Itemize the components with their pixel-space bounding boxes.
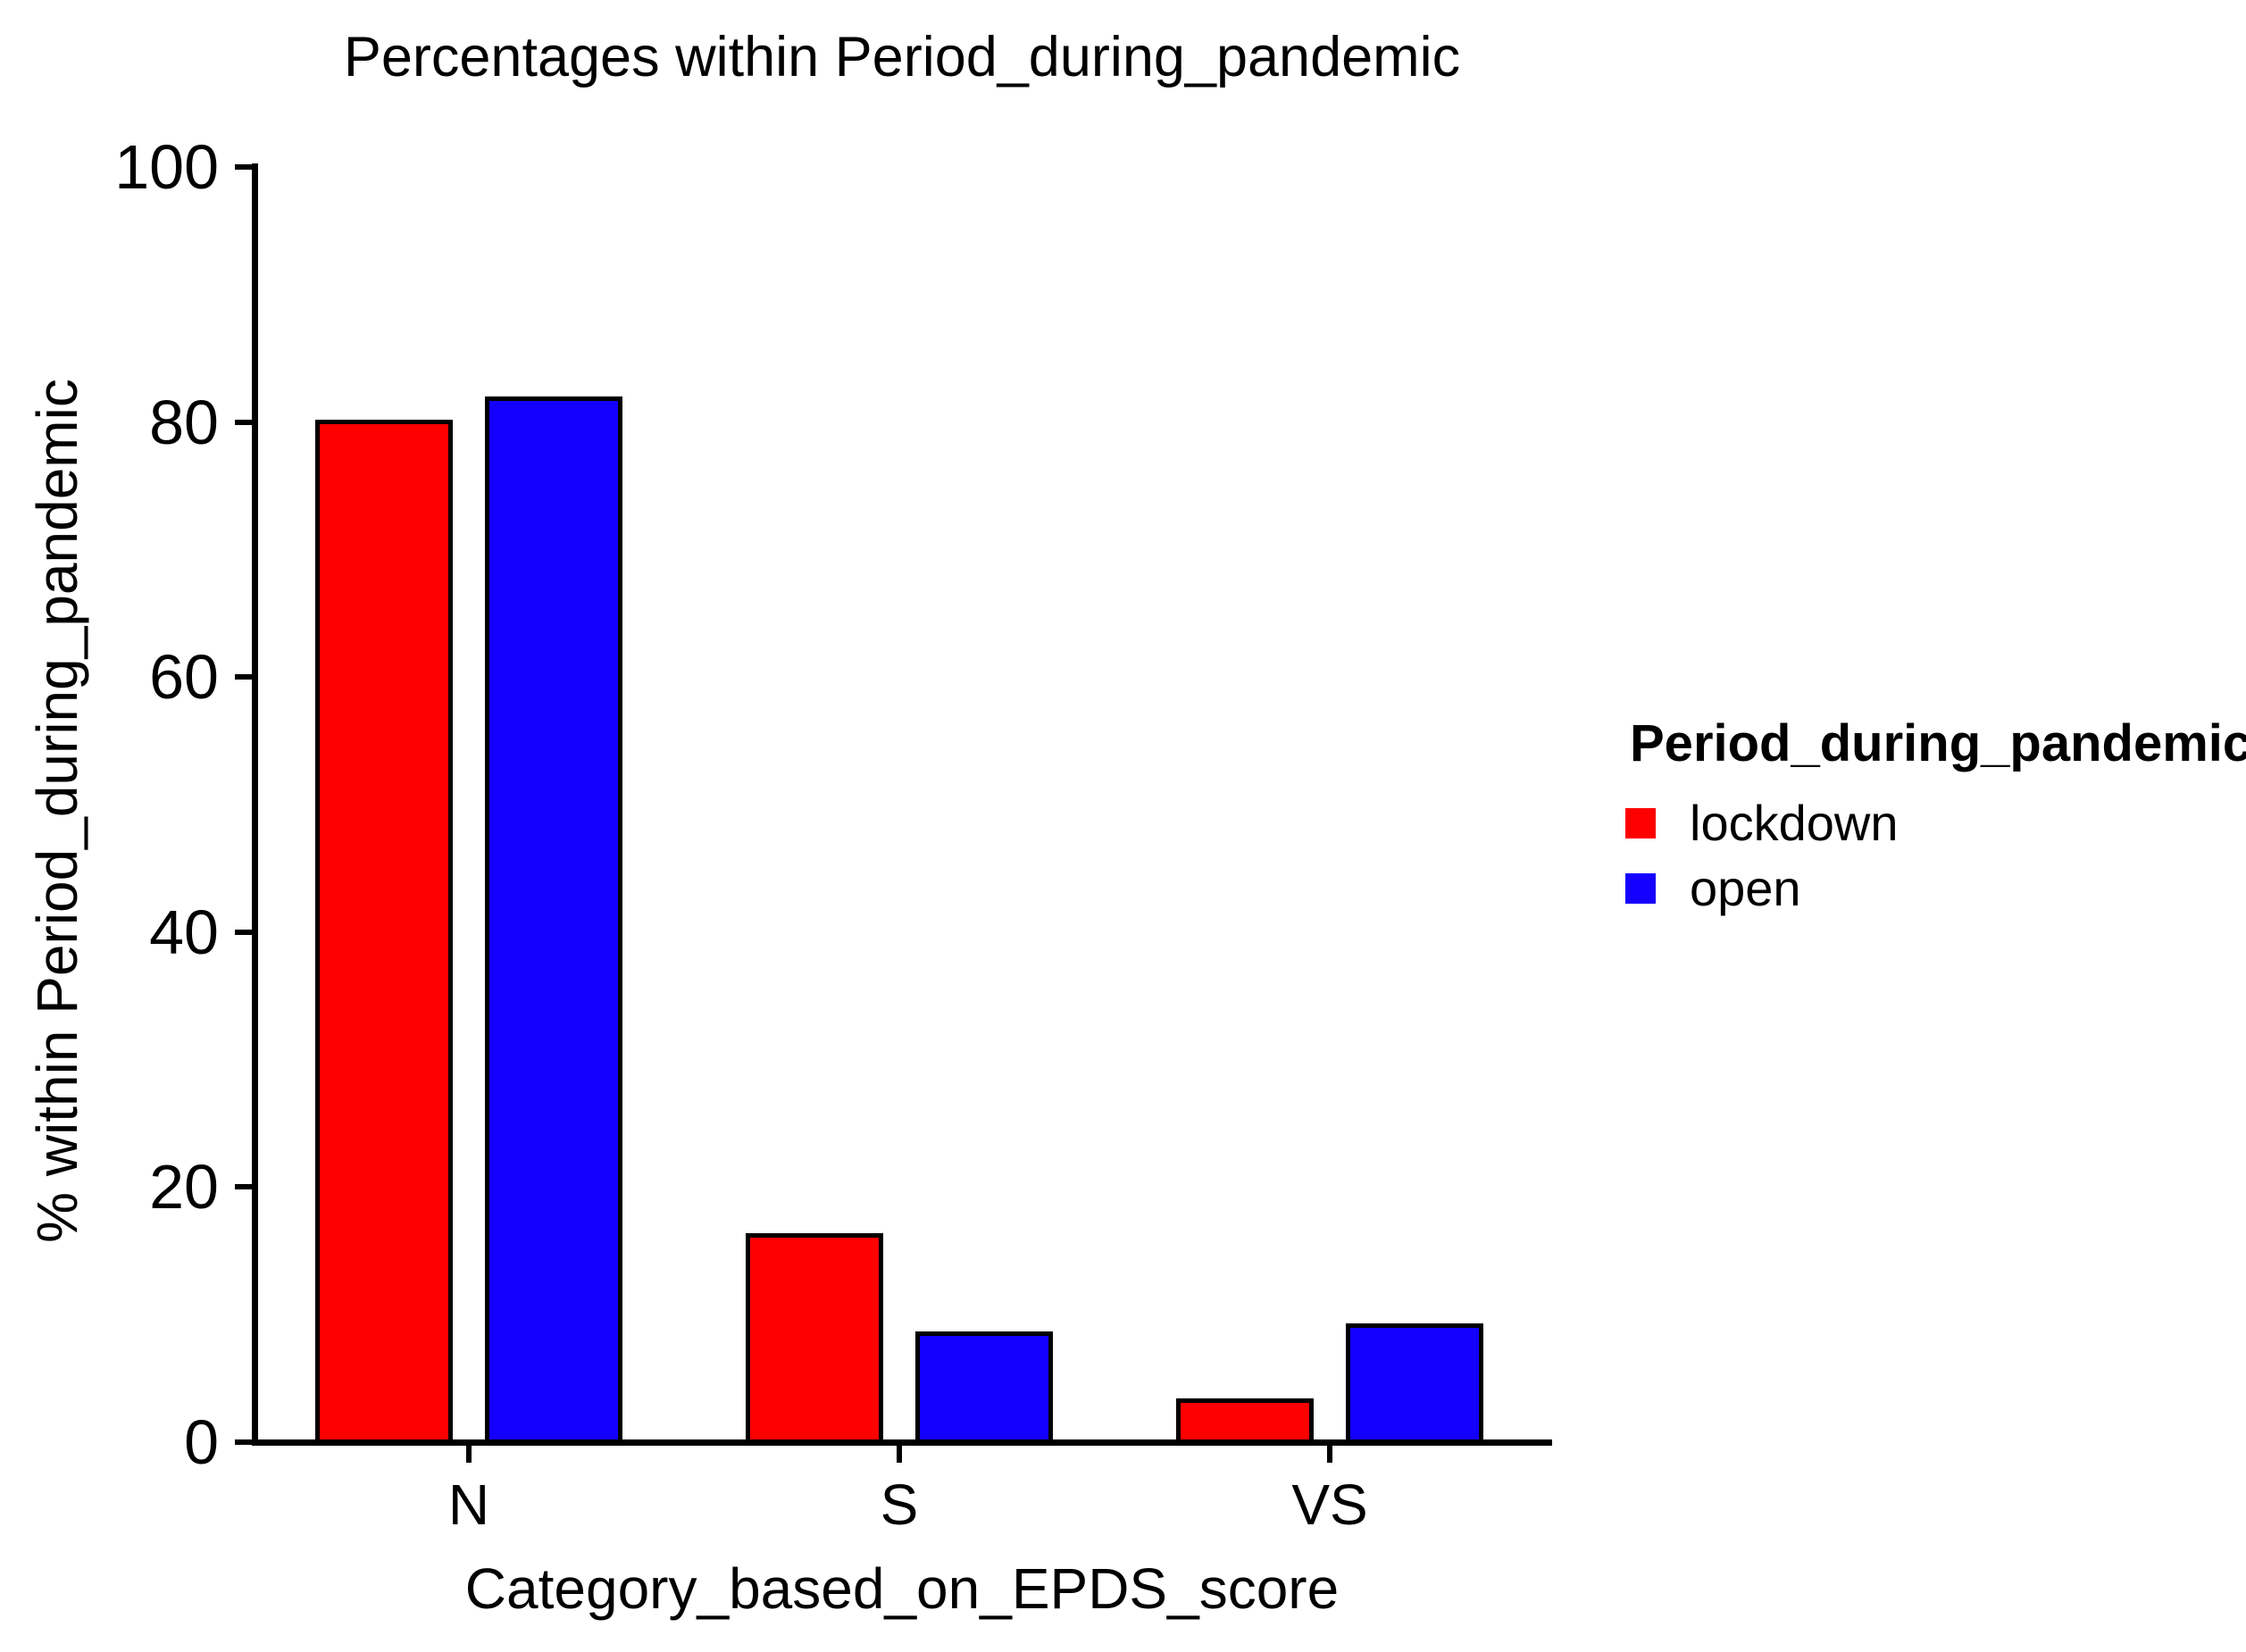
- legend-item-lockdown: lockdown: [1625, 795, 1898, 852]
- bar-open-VS: [1346, 1323, 1483, 1444]
- x-axis-tick: [1327, 1446, 1332, 1463]
- y-axis-tick: [235, 929, 252, 935]
- legend-label-lockdown: lockdown: [1690, 795, 1899, 851]
- y-tick-label: 80: [149, 387, 219, 457]
- bar-open-S: [915, 1331, 1053, 1444]
- x-axis-line: [252, 1439, 1552, 1446]
- category-label-N: N: [447, 1473, 490, 1537]
- x-axis-title: Category_based_on_EPDS_score: [464, 1556, 1340, 1621]
- category-label-VS: VS: [1291, 1473, 1368, 1537]
- open-color-swatch: [1625, 873, 1656, 904]
- y-axis-tick: [235, 1439, 252, 1445]
- lockdown-color-swatch: [1625, 808, 1656, 839]
- legend-item-open: open: [1625, 860, 1801, 917]
- y-axis-tick: [235, 674, 252, 680]
- y-axis-tick: [235, 164, 252, 170]
- y-tick-label: 20: [149, 1152, 219, 1222]
- x-axis-tick: [897, 1446, 902, 1463]
- y-axis-line: [252, 163, 258, 1446]
- x-axis-tick: [466, 1446, 472, 1463]
- y-tick-label: 40: [149, 897, 219, 967]
- bar-lockdown-S: [746, 1232, 883, 1444]
- bar-open-N: [485, 396, 622, 1444]
- legend-label-open: open: [1690, 860, 1801, 916]
- chart-title: Percentages within Period_during_pandemi…: [343, 26, 1461, 88]
- y-axis-tick: [235, 419, 252, 425]
- y-tick-label: 60: [149, 642, 219, 713]
- legend-title: Period_during_pandemic: [1630, 714, 2246, 772]
- bar-lockdown-VS: [1176, 1398, 1314, 1444]
- y-tick-label: 0: [184, 1407, 219, 1477]
- y-axis-tick: [235, 1184, 252, 1190]
- category-label-S: S: [880, 1473, 919, 1537]
- bar-lockdown-N: [315, 419, 453, 1444]
- y-tick-label: 100: [114, 132, 219, 202]
